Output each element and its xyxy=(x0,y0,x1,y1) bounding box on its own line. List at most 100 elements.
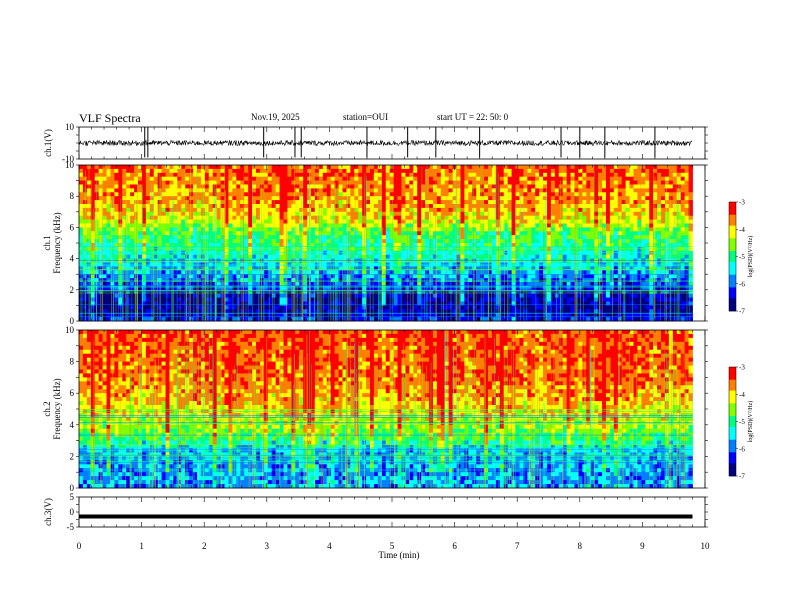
spectrogram-cell xyxy=(507,274,512,279)
spectrogram-cell xyxy=(405,192,410,197)
spectrogram-cell xyxy=(519,207,524,213)
spectrogram-cell xyxy=(185,235,190,240)
spectrogram-cell xyxy=(255,207,261,213)
spectrogram-cell xyxy=(181,250,186,256)
spectrogram-cell xyxy=(145,270,151,275)
spectrogram-cell xyxy=(657,278,662,283)
spectrogram-cell xyxy=(193,278,198,283)
spectrogram-cell xyxy=(613,219,619,224)
spectrogram-cell xyxy=(145,223,151,228)
spectrogram-cell xyxy=(165,266,170,271)
spectrogram-cell xyxy=(189,200,194,205)
spectrogram-cell xyxy=(484,270,489,275)
spectrogram-cell xyxy=(393,235,398,240)
spectrogram-cell xyxy=(409,254,414,259)
spectrogram-cell xyxy=(240,278,245,283)
spectrogram-cell xyxy=(409,227,414,232)
spectrogram-cell xyxy=(263,254,269,259)
spectrogram-cell xyxy=(472,188,477,193)
spectrogram-cell xyxy=(515,254,520,259)
spectrogram-cell xyxy=(495,192,501,197)
spectrogram-cell xyxy=(189,188,194,193)
spectrogram-cell xyxy=(688,207,693,213)
spectrogram-cell xyxy=(621,184,627,189)
spectrogram-cell xyxy=(252,211,257,217)
spectrogram-cell xyxy=(491,176,497,181)
spectrogram-cell xyxy=(641,219,646,224)
spectrogram-cell xyxy=(279,262,284,267)
spectrogram-cell xyxy=(515,266,520,271)
spectrogram-cell xyxy=(338,196,343,201)
spectrogram-cell xyxy=(629,176,634,181)
spectrogram-cell xyxy=(680,282,686,287)
spectrogram-cell xyxy=(440,239,446,244)
spectrogram-cell xyxy=(413,204,418,209)
spectrogram-cell xyxy=(322,227,328,232)
spectrogram-cell xyxy=(303,172,308,178)
spectrogram-cell xyxy=(370,282,375,287)
spectrogram-cell xyxy=(605,196,611,201)
spectrogram-cell xyxy=(173,231,178,236)
spectrogram-cell xyxy=(629,215,634,220)
spectrogram-cell xyxy=(527,274,532,279)
spectrogram-cell xyxy=(322,239,328,244)
spectrogram-cell xyxy=(456,250,461,256)
spectrogram-cell xyxy=(523,262,528,267)
spectrogram-cell xyxy=(311,176,316,181)
spectrogram-cell xyxy=(531,184,536,189)
spectrogram-cell xyxy=(212,254,218,259)
spectrogram-cell xyxy=(499,223,505,228)
spectrogram-cell xyxy=(668,211,674,217)
spectrogram-cell xyxy=(204,274,210,279)
spectrogram-cell xyxy=(625,231,630,236)
spectrogram-cell xyxy=(370,215,375,220)
spectrogram-cell xyxy=(354,227,359,232)
spectrogram-cell xyxy=(511,250,516,256)
spectrogram-cell xyxy=(240,239,245,244)
spectrogram-cell xyxy=(527,254,532,259)
spectrogram-cell xyxy=(196,285,202,291)
spectrogram-cell xyxy=(625,180,630,185)
spectrogram-cell xyxy=(476,282,481,287)
spectrogram-cell xyxy=(338,172,343,178)
spectrogram-cell xyxy=(566,262,571,267)
spectrogram-cell xyxy=(299,176,304,181)
spectrogram-cell xyxy=(208,180,214,185)
spectrogram-cell xyxy=(366,200,371,205)
spectrogram-cell xyxy=(130,231,135,236)
spectrogram-cell xyxy=(535,243,540,248)
spectrogram-cell xyxy=(122,200,127,205)
spectrogram-cell xyxy=(401,219,406,224)
spectrogram-cell xyxy=(440,180,446,185)
spectrogram-cell xyxy=(181,172,186,178)
spectrogram-cell xyxy=(358,204,363,209)
spectrogram-cell xyxy=(208,207,214,213)
spectrogram-cell xyxy=(609,274,615,279)
spectrogram-cell xyxy=(503,172,509,178)
spectrogram-cell xyxy=(598,196,603,201)
spectrogram-cell xyxy=(633,188,638,193)
spectrogram-cell xyxy=(401,227,406,232)
spectrogram-cell xyxy=(688,172,693,178)
spectrogram-cell xyxy=(543,176,548,181)
spectrogram-cell xyxy=(114,184,119,189)
spectrogram-cell xyxy=(322,184,328,189)
spectrogram-cell xyxy=(118,211,123,217)
spectrogram-cell xyxy=(283,270,288,275)
spectrogram-cell xyxy=(224,172,229,178)
spectrogram-cell xyxy=(460,184,465,189)
spectrogram-cell xyxy=(200,192,206,197)
spectrogram-cell xyxy=(362,270,367,275)
spectrogram-cell xyxy=(672,168,678,174)
spectrogram-cell xyxy=(311,207,316,213)
spectrogram-cell xyxy=(499,176,505,181)
spectrogram-cell xyxy=(145,188,151,193)
spectrogram-cell xyxy=(594,200,599,205)
spectrogram-cell xyxy=(605,285,611,291)
spectrogram-cell xyxy=(546,176,552,181)
spectrogram-cell xyxy=(664,207,670,213)
spectrogram-cell xyxy=(303,243,308,248)
spectrogram-cell xyxy=(130,188,135,193)
spectrogram-cell xyxy=(436,200,442,205)
spectrogram-cell xyxy=(275,207,280,213)
